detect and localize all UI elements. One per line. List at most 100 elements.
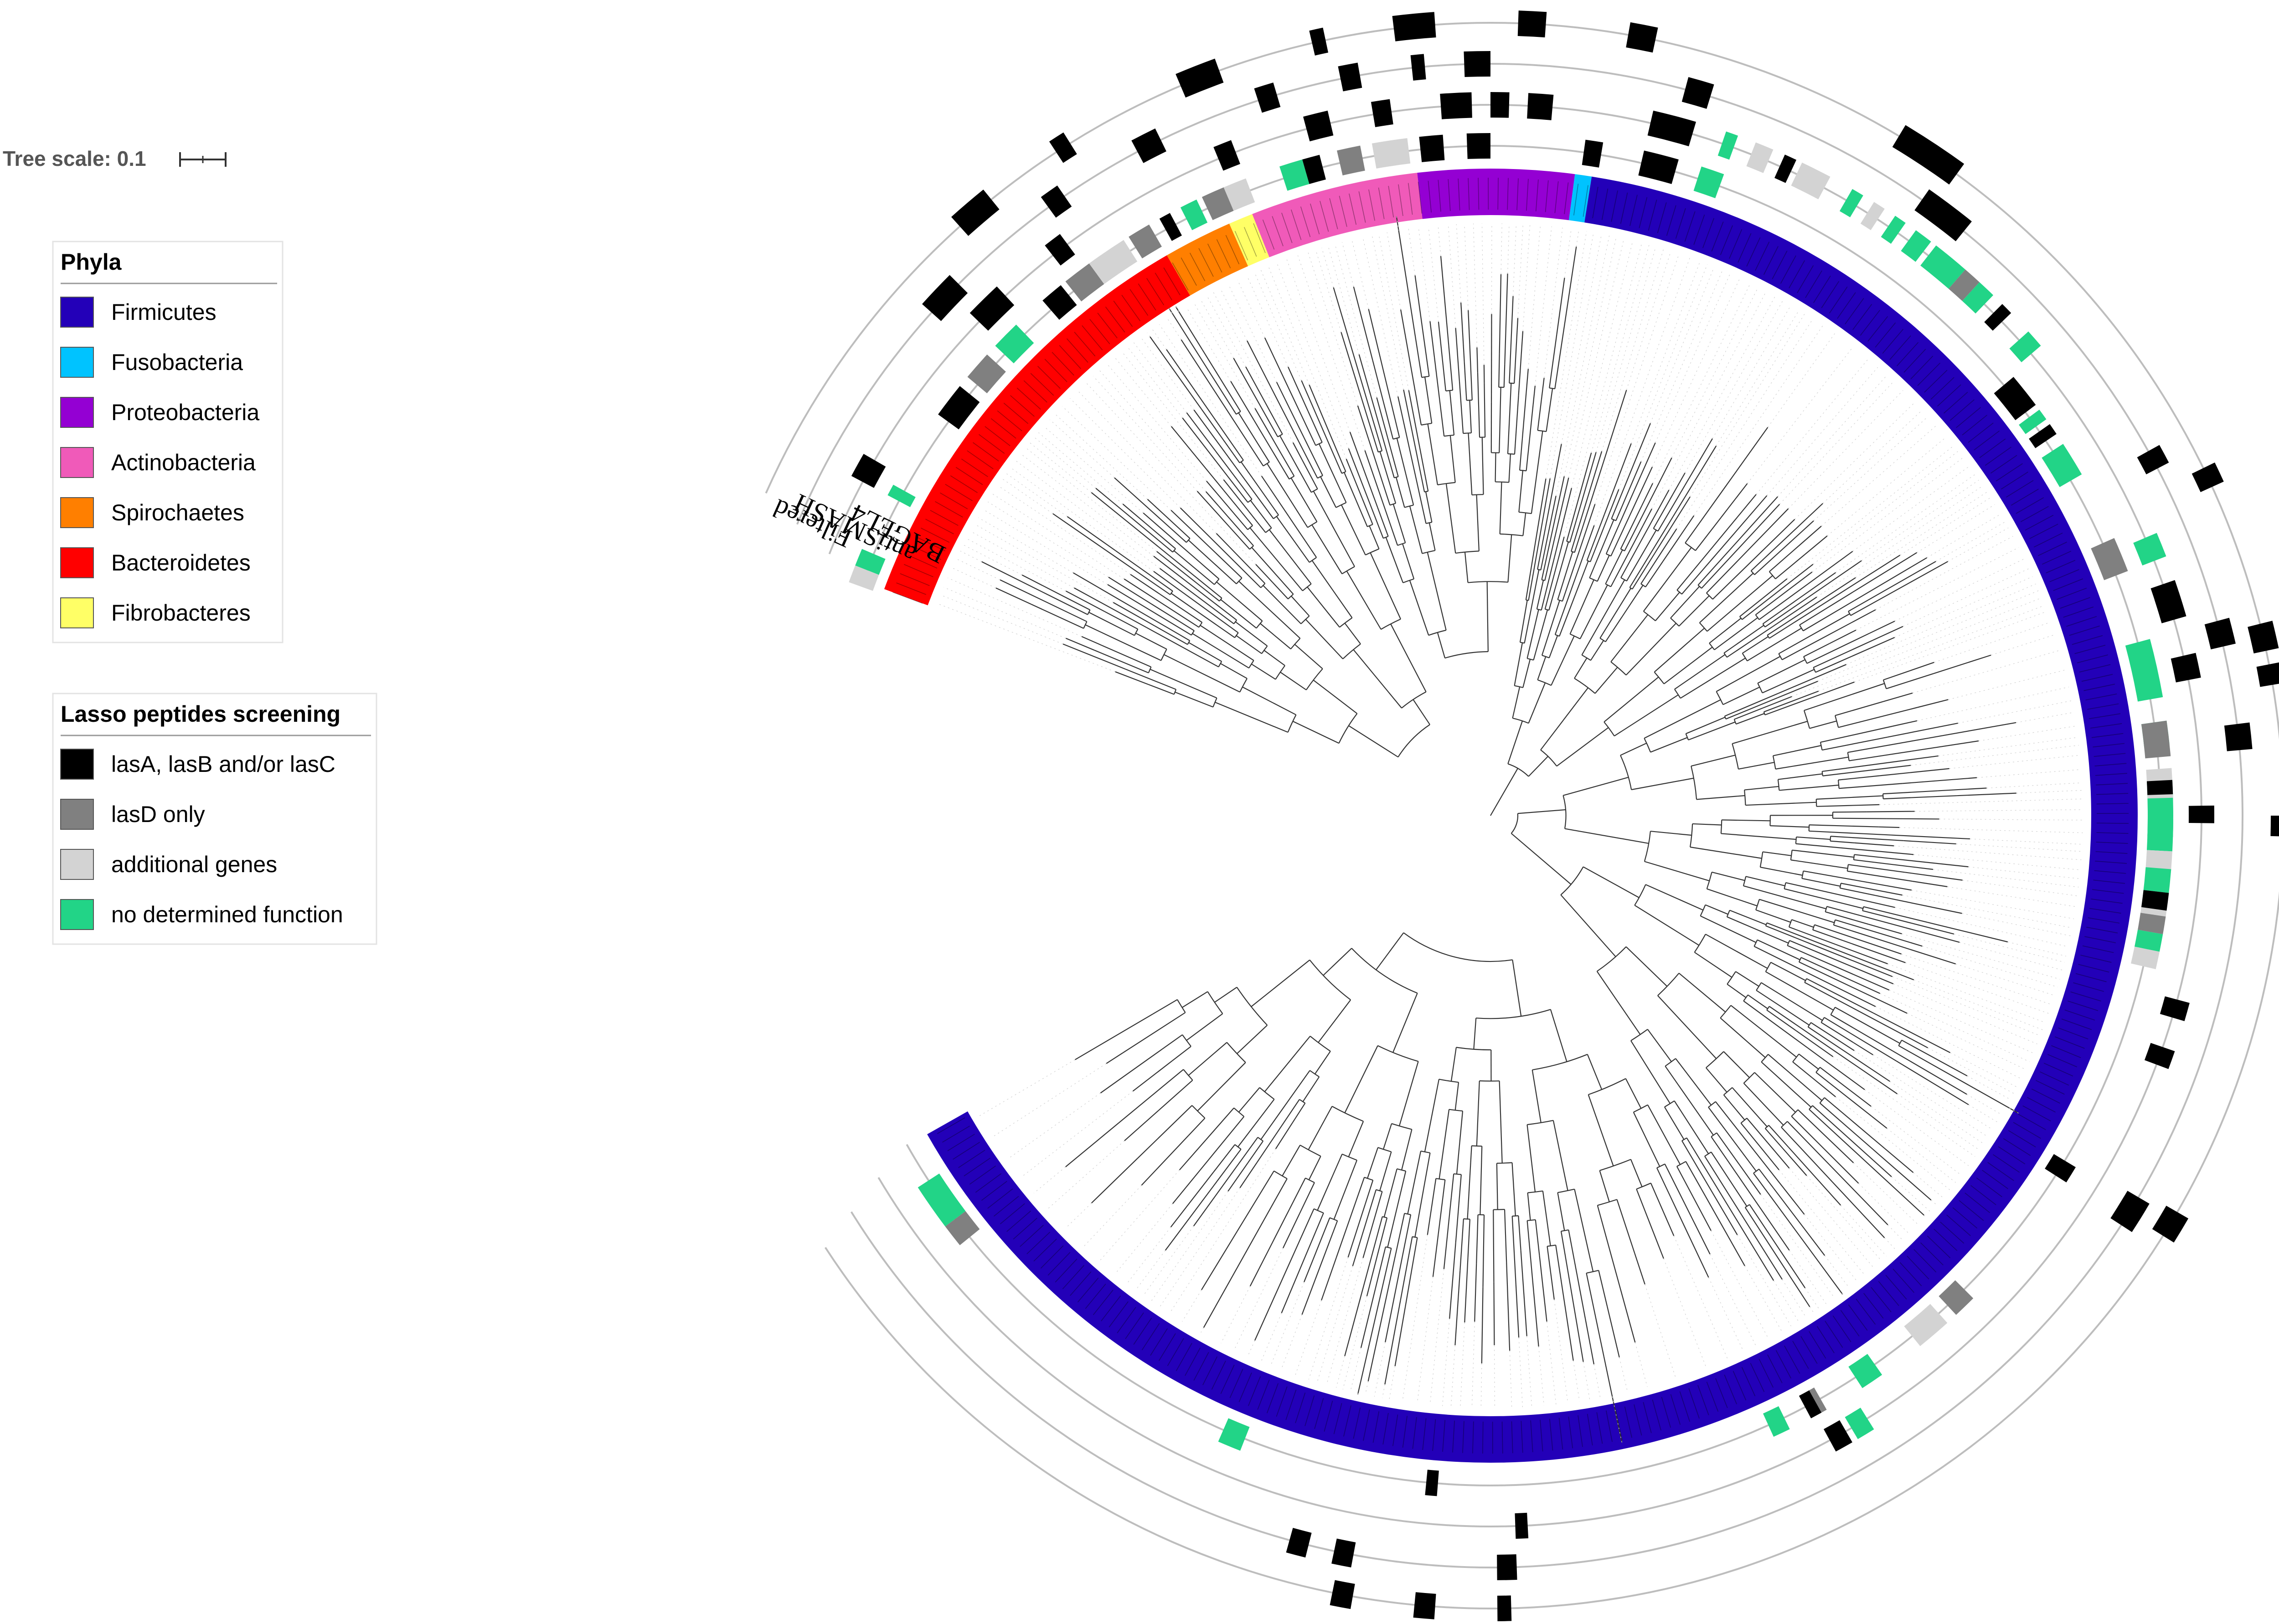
marker-ring3-17 bbox=[1372, 138, 1411, 169]
legend-lasso-swatch-0 bbox=[60, 749, 94, 780]
marker-ring2-25 bbox=[1824, 1420, 1852, 1452]
marker-ring2-26 bbox=[1515, 1512, 1529, 1539]
phyla-band-segment-6 bbox=[927, 176, 2138, 1463]
marker-ring3-7 bbox=[1065, 263, 1104, 302]
legend-phyla-title: Phyla bbox=[61, 249, 122, 275]
marker-ring3-28 bbox=[2125, 639, 2163, 702]
marker-ring2-30 bbox=[2171, 653, 2201, 683]
marker-ring3-3 bbox=[938, 386, 980, 430]
marker-ring3-35 bbox=[2135, 930, 2163, 952]
ring-3 bbox=[861, 145, 2161, 1486]
marker-ring1-3 bbox=[1254, 82, 1281, 113]
marker-ring3-42 bbox=[1939, 1280, 1974, 1315]
legend-phylum-swatch-6 bbox=[60, 597, 94, 628]
marker-ring1-11 bbox=[1331, 1538, 1356, 1567]
legend-lasso-label-0: lasA, lasB and/or lasC bbox=[111, 751, 335, 777]
phyla-band-segment-3 bbox=[1252, 173, 1423, 257]
marker-ring3-25 bbox=[2029, 424, 2057, 448]
legend-lasso-label-3: no determined function bbox=[111, 902, 343, 927]
marker-ring3-37 bbox=[2141, 720, 2171, 759]
legend-phylum-swatch-2 bbox=[60, 397, 94, 428]
marker-ring3-21 bbox=[1638, 150, 1679, 184]
marker-ring3-26 bbox=[2042, 444, 2082, 487]
marker-ring2-27 bbox=[2160, 996, 2190, 1022]
legend-phylum-swatch-0 bbox=[60, 297, 94, 328]
tree-scale-label: Tree scale: 0.1 bbox=[3, 147, 146, 170]
marker-ring3-20 bbox=[1582, 139, 1604, 168]
marker-ring2-0 bbox=[851, 454, 886, 488]
marker-ring2-20 bbox=[1962, 282, 1994, 313]
marker-ring2-11 bbox=[1746, 142, 1774, 173]
legend-phylum-label-6: Fibrobacteres bbox=[111, 600, 251, 626]
marker-ring1-4 bbox=[1338, 62, 1362, 92]
marker-extra-2 bbox=[2117, 1191, 2150, 1221]
marker-ring2-17 bbox=[1901, 230, 1931, 262]
marker-ring3-36 bbox=[2131, 946, 2160, 969]
legend-phylum-label-0: Firmicutes bbox=[111, 299, 217, 325]
marker-extra-3 bbox=[2152, 1206, 2189, 1243]
marker-ring3-9 bbox=[1129, 224, 1162, 259]
marker-ring3-50 bbox=[1425, 1470, 1439, 1496]
legend-phylum-label-2: Proteobacteria bbox=[111, 400, 259, 425]
marker-extra-7 bbox=[1497, 1554, 1517, 1580]
marker-ring1-5 bbox=[1410, 54, 1426, 81]
marker-ring1-7 bbox=[1681, 77, 1714, 109]
marker-extra-9 bbox=[2224, 722, 2253, 751]
legend-lasso-title: Lasso peptides screening bbox=[61, 701, 340, 727]
marker-extra-11 bbox=[2155, 592, 2186, 623]
marker-ring1-0 bbox=[922, 275, 968, 321]
marker-ring2-3 bbox=[1213, 140, 1240, 171]
marker-ring2-14 bbox=[1840, 189, 1863, 217]
marker-ring0-11 bbox=[1497, 1595, 1512, 1621]
marker-ring3-46 bbox=[1763, 1406, 1790, 1437]
marker-ring2-10 bbox=[1717, 131, 1738, 160]
outer-rings bbox=[765, 22, 2279, 1609]
marker-ring3-5 bbox=[995, 324, 1034, 364]
marker-ring3-11 bbox=[1180, 199, 1208, 231]
legend-phylum-swatch-4 bbox=[60, 497, 94, 528]
marker-ring3-48 bbox=[918, 1173, 966, 1227]
marker-ring3-27 bbox=[2091, 538, 2128, 581]
marker-ring3-8 bbox=[1089, 240, 1138, 284]
marker-ring2-9 bbox=[1647, 110, 1696, 147]
phyla-band-segment-2 bbox=[1229, 214, 1269, 267]
phyla-band-segment-4 bbox=[1417, 169, 1575, 221]
marker-ring0-13 bbox=[1330, 1580, 1355, 1609]
marker-ring0-5 bbox=[1517, 10, 1547, 38]
marker-ring2-23 bbox=[1930, 253, 1961, 285]
marker-ring3-47 bbox=[945, 1211, 980, 1245]
marker-ring1-10 bbox=[2204, 617, 2236, 650]
marker-ring3-39 bbox=[2147, 819, 2173, 838]
marker-ring2-24 bbox=[2133, 533, 2166, 565]
marker-ring2-6 bbox=[1440, 92, 1472, 119]
marker-ring0-8 bbox=[2191, 462, 2224, 493]
legend-phylum-swatch-3 bbox=[60, 447, 94, 478]
marker-ring3-4 bbox=[967, 354, 1006, 394]
marker-ring0-1 bbox=[1049, 132, 1077, 163]
ring-markers bbox=[849, 10, 2279, 1621]
legend-phylum-swatch-1 bbox=[60, 347, 94, 378]
legend-lasso-label-1: lasD only bbox=[111, 802, 205, 827]
marker-ring0-7 bbox=[1892, 125, 1964, 185]
marker-ring2-2 bbox=[1045, 234, 1075, 266]
marker-ring3-44 bbox=[1848, 1354, 1882, 1388]
marker-ring1-2 bbox=[1131, 128, 1166, 163]
marker-ring3-34 bbox=[2138, 913, 2166, 935]
legend-lasso-swatch-1 bbox=[60, 799, 94, 830]
tree-scale: Tree scale: 0.1 bbox=[3, 147, 227, 170]
marker-ring2-19 bbox=[1949, 269, 1980, 301]
marker-ring0-4 bbox=[1392, 12, 1436, 41]
marker-extra-0 bbox=[2147, 780, 2173, 795]
marker-ring3-12 bbox=[1201, 187, 1234, 221]
ring-0 bbox=[765, 22, 2279, 1609]
marker-ring3-19 bbox=[1466, 133, 1490, 159]
marker-ring2-16 bbox=[1881, 216, 1906, 244]
marker-ring2-12 bbox=[1774, 154, 1797, 183]
marker-ring3-2 bbox=[887, 484, 916, 508]
marker-ring0-10 bbox=[2270, 816, 2279, 837]
marker-ring3-43 bbox=[1904, 1304, 1948, 1346]
legend-lasso-swatch-2 bbox=[60, 849, 94, 880]
marker-ring2-4 bbox=[1303, 110, 1334, 142]
marker-extra-4 bbox=[2045, 1154, 2076, 1182]
